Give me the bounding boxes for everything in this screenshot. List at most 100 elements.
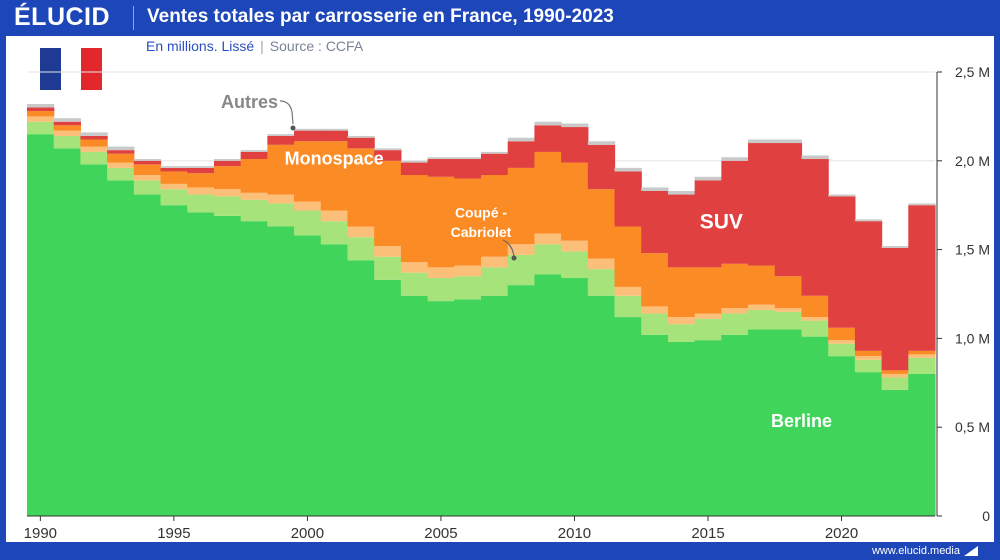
bar-segment bbox=[854, 219, 883, 222]
bar-segment bbox=[320, 130, 349, 142]
bar-segment bbox=[614, 317, 642, 516]
bar-segment bbox=[614, 286, 642, 296]
bar-segment bbox=[694, 267, 722, 314]
bar-segment bbox=[320, 210, 349, 222]
bar-segment bbox=[587, 189, 616, 259]
bar-segment bbox=[507, 167, 536, 245]
bar-segment bbox=[748, 304, 776, 310]
bar-segment bbox=[614, 171, 642, 227]
bar-segment bbox=[774, 143, 803, 277]
bar-segment bbox=[828, 343, 856, 357]
bar-segment bbox=[454, 159, 482, 179]
bar-segment bbox=[641, 187, 669, 191]
bar-segment bbox=[694, 176, 722, 181]
bar-segment bbox=[347, 137, 375, 149]
bar-segment bbox=[400, 175, 429, 263]
bar-segment bbox=[614, 167, 642, 172]
y-tick-label: 1,0 M bbox=[955, 330, 990, 346]
x-tick-label: 1990 bbox=[24, 525, 57, 542]
bar-segment bbox=[854, 221, 883, 351]
bar-segment bbox=[908, 203, 936, 206]
bar-segment bbox=[53, 130, 82, 136]
bar-segment bbox=[641, 253, 669, 307]
bar-segment bbox=[107, 153, 135, 163]
y-tick-label: 2,0 M bbox=[955, 153, 990, 169]
bar-segment bbox=[641, 306, 669, 314]
bar-segment bbox=[347, 226, 375, 238]
bar-segment bbox=[347, 260, 375, 516]
annotation-label: Autres bbox=[221, 92, 278, 112]
bar-segment bbox=[213, 166, 242, 190]
bar-segment bbox=[748, 143, 776, 266]
bar-segment bbox=[774, 139, 803, 144]
bar-segment bbox=[374, 148, 402, 151]
x-tick-label: 1995 bbox=[157, 525, 190, 542]
bar-segment bbox=[828, 194, 856, 197]
bar-segment bbox=[667, 194, 696, 268]
y-tick-label: 0 bbox=[982, 508, 990, 524]
bar-segment bbox=[53, 121, 82, 126]
unit-note: En millions. Lissé bbox=[146, 38, 255, 54]
bar-segment bbox=[400, 160, 429, 163]
footer-url[interactable]: www.elucid.media bbox=[871, 545, 960, 557]
bar-segment bbox=[187, 173, 215, 188]
bar-segment bbox=[534, 233, 562, 245]
bar-segment bbox=[667, 190, 696, 195]
bar-segment bbox=[213, 189, 242, 197]
bar-segment bbox=[587, 269, 616, 296]
bar-segment bbox=[267, 135, 295, 145]
bar-segment bbox=[481, 267, 509, 296]
bar-segment bbox=[187, 212, 215, 516]
bar-segment bbox=[160, 171, 188, 184]
bar-segment bbox=[454, 157, 482, 160]
bar-segment bbox=[400, 262, 429, 273]
bar-segment bbox=[481, 295, 509, 516]
bar-segment bbox=[294, 128, 322, 131]
bar-segment bbox=[294, 210, 322, 236]
y-tick-label: 1,5 M bbox=[955, 242, 990, 258]
bar-segment bbox=[187, 187, 215, 195]
bar-segment bbox=[534, 274, 562, 516]
bar-segment bbox=[160, 189, 188, 206]
x-tick-label: 2015 bbox=[691, 525, 724, 542]
elucid-mark-icon bbox=[964, 546, 978, 556]
annotation-label: Coupé - bbox=[455, 205, 507, 221]
bar-segment bbox=[801, 317, 829, 321]
bar-segment bbox=[481, 256, 509, 268]
bar-segment bbox=[374, 279, 402, 516]
bar-segment bbox=[294, 235, 322, 516]
bar-segment bbox=[107, 180, 135, 516]
bar-segment bbox=[481, 151, 509, 154]
bar-segment bbox=[881, 246, 909, 248]
bar-segment bbox=[721, 157, 749, 161]
bar-segment bbox=[213, 160, 242, 167]
bar-segment bbox=[614, 226, 642, 287]
bar-segment bbox=[721, 313, 749, 335]
bar-segment bbox=[294, 201, 322, 211]
bar-segment bbox=[267, 144, 295, 195]
bar-segment bbox=[160, 205, 188, 516]
bar-segment bbox=[561, 162, 589, 241]
bar-segment bbox=[721, 334, 749, 516]
bar-segment bbox=[748, 309, 776, 330]
bar-segment bbox=[587, 258, 616, 270]
bar-segment bbox=[534, 125, 562, 152]
elucid-logo[interactable]: ÉLUCID bbox=[14, 3, 111, 31]
bar-segment bbox=[27, 111, 55, 117]
annotation-leader bbox=[502, 239, 515, 257]
bar-segment bbox=[267, 194, 295, 204]
flag-stripe-blue bbox=[40, 48, 61, 90]
bar-segment bbox=[187, 167, 215, 174]
flag-stripe-white bbox=[60, 48, 82, 90]
bar-segment bbox=[667, 341, 696, 516]
bar-segment bbox=[774, 308, 803, 312]
bar-segment bbox=[561, 127, 589, 163]
y-tick-label: 0,5 M bbox=[955, 419, 990, 435]
bar-segment bbox=[213, 196, 242, 216]
bar-segment bbox=[374, 246, 402, 257]
bar-segment bbox=[267, 226, 295, 516]
bar-segment bbox=[748, 139, 776, 144]
source-note: Source : CCFA bbox=[269, 38, 364, 54]
annotation-dot bbox=[290, 125, 296, 131]
annotation-dot bbox=[511, 255, 517, 261]
